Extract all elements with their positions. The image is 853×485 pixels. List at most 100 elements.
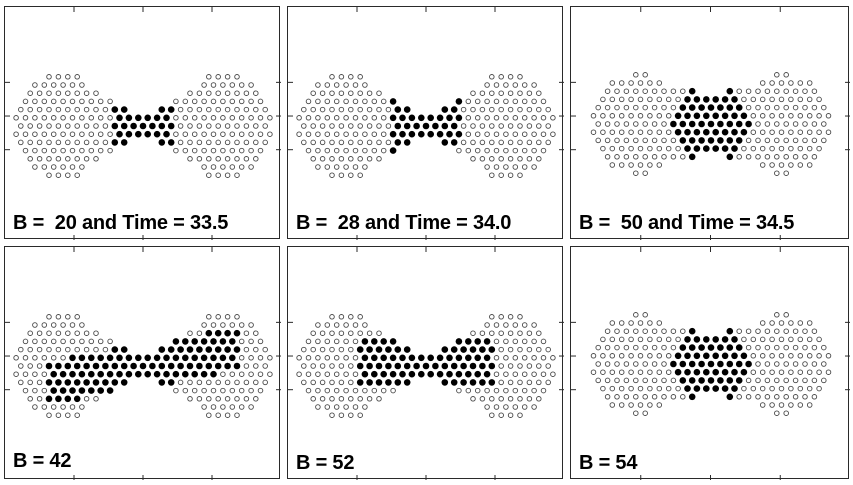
open-dot <box>362 322 368 328</box>
open-dot <box>633 394 639 400</box>
filled-dot <box>389 338 397 345</box>
open-dot <box>618 80 625 86</box>
open-dot <box>315 164 321 170</box>
open-dot <box>507 412 514 418</box>
open-dot <box>88 98 95 105</box>
open-dot <box>647 162 653 168</box>
filled-dot <box>125 114 133 122</box>
open-dot <box>736 154 742 160</box>
filled-dot <box>450 346 458 353</box>
open-dot <box>788 369 794 375</box>
filled-dot <box>731 368 738 376</box>
open-dot <box>93 346 99 353</box>
open-dot <box>338 396 345 402</box>
filled-dot <box>158 122 166 130</box>
open-dot <box>614 344 620 351</box>
open-dot <box>745 344 752 351</box>
open-dot <box>262 106 268 113</box>
filled-dot <box>427 114 434 122</box>
open-dot <box>517 139 523 146</box>
filled-dot <box>483 354 491 362</box>
open-dot <box>656 113 663 119</box>
open-dot <box>296 115 302 121</box>
open-dot <box>484 404 490 410</box>
open-dot <box>816 369 822 375</box>
open-dot <box>479 106 486 113</box>
open-dot <box>50 322 57 328</box>
open-dot <box>792 394 799 400</box>
open-dot <box>329 74 335 80</box>
open-dot <box>465 115 472 121</box>
open-dot <box>512 387 519 394</box>
open-dot <box>521 82 528 88</box>
open-dot <box>484 98 490 105</box>
open-dot <box>465 387 472 394</box>
open-dot <box>22 338 29 345</box>
open-dot <box>811 104 818 111</box>
open-dot <box>456 147 462 154</box>
open-dot <box>623 154 630 160</box>
open-dot <box>376 106 382 113</box>
filled-dot <box>45 395 53 403</box>
open-dot <box>604 121 611 127</box>
open-dot <box>498 330 504 336</box>
open-dot <box>206 172 212 178</box>
open-dot <box>13 371 19 377</box>
open-dot <box>806 320 813 326</box>
open-dot <box>618 96 625 103</box>
open-dot <box>210 115 217 121</box>
open-dot <box>305 387 312 394</box>
open-dot <box>238 404 245 410</box>
filled-dot <box>399 370 406 378</box>
open-dot <box>750 385 757 392</box>
open-dot <box>352 115 359 121</box>
open-dot <box>665 385 672 392</box>
filled-dot <box>403 346 411 353</box>
open-dot <box>324 147 331 154</box>
open-dot <box>324 355 331 361</box>
filled-dot <box>139 362 147 370</box>
open-dot <box>220 98 226 105</box>
open-dot <box>503 322 509 328</box>
open-dot <box>536 379 542 386</box>
open-dot <box>69 164 76 170</box>
filled-dot <box>721 112 729 120</box>
filled-dot <box>450 362 458 370</box>
open-dot <box>55 90 62 96</box>
open-dot <box>74 330 80 336</box>
open-dot <box>512 82 519 88</box>
open-dot <box>371 98 378 105</box>
open-dot <box>540 131 547 137</box>
open-dot <box>507 330 514 336</box>
open-dot <box>764 394 771 400</box>
open-dot <box>633 88 639 94</box>
open-dot <box>36 123 43 129</box>
open-dot <box>517 396 523 402</box>
open-dot <box>79 98 85 105</box>
open-dot <box>531 387 537 394</box>
open-dot <box>797 162 804 168</box>
open-dot <box>352 404 359 410</box>
open-dot <box>324 404 331 410</box>
open-dot <box>675 145 681 152</box>
open-dot <box>173 115 179 121</box>
filled-dot <box>698 360 705 368</box>
open-dot <box>32 322 38 328</box>
open-dot <box>792 104 799 111</box>
open-dot <box>22 131 29 137</box>
filled-dot <box>707 360 715 368</box>
open-dot <box>821 104 827 111</box>
filled-dot <box>186 362 194 370</box>
filled-dot <box>389 354 397 362</box>
open-dot <box>177 106 184 113</box>
filled-dot <box>163 114 170 122</box>
filled-dot <box>135 370 142 378</box>
open-dot <box>623 394 630 400</box>
filled-dot <box>385 346 392 353</box>
open-dot <box>512 164 519 170</box>
open-dot <box>665 129 672 135</box>
filled-dot <box>707 344 715 351</box>
filled-dot <box>102 362 109 370</box>
filled-dot <box>688 393 696 401</box>
filled-dot <box>688 137 696 144</box>
